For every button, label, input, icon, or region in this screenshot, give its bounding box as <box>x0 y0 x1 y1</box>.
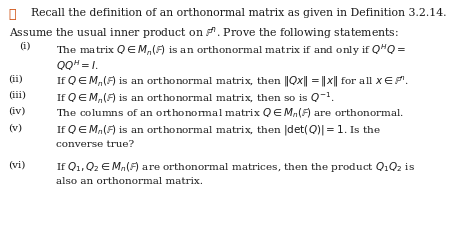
Text: If $Q \in M_n(\mathbb{F})$ is an orthonormal matrix, then $\|Qx\| = \|x\|$ for a: If $Q \in M_n(\mathbb{F})$ is an orthono… <box>56 74 409 88</box>
Text: Assume the usual inner product on $\mathbb{F}^n$. Prove the following statements: Assume the usual inner product on $\math… <box>9 25 399 41</box>
Text: (ii): (ii) <box>9 74 23 83</box>
Text: Recall the definition of an orthonormal matrix as given in Definition 3.2.14.: Recall the definition of an orthonormal … <box>31 8 447 18</box>
Text: also an orthonormal matrix.: also an orthonormal matrix. <box>56 176 203 185</box>
Text: (v): (v) <box>9 123 23 132</box>
Text: (vi): (vi) <box>9 159 26 168</box>
Text: The columns of an orthonormal matrix $Q \in M_n(\mathbb{F})$ are orthonormal.: The columns of an orthonormal matrix $Q … <box>56 106 404 120</box>
Text: $QQ^H = I$.: $QQ^H = I$. <box>56 58 99 73</box>
Text: (iv): (iv) <box>9 106 26 115</box>
Text: (iii): (iii) <box>9 90 27 99</box>
Text: If $Q \in M_n(\mathbb{F})$ is an orthonormal matrix, then $|\det(Q)| = 1$. Is th: If $Q \in M_n(\mathbb{F})$ is an orthono… <box>56 123 381 137</box>
Text: The matrix $Q \in M_n(\mathbb{F})$ is an orthonormal matrix if and only if $Q^HQ: The matrix $Q \in M_n(\mathbb{F})$ is an… <box>56 42 406 57</box>
Text: ⚠: ⚠ <box>9 8 16 21</box>
Text: converse true?: converse true? <box>56 140 134 149</box>
Text: If $Q_1, Q_2 \in M_n(\mathbb{F})$ are orthonormal matrices, then the product $Q_: If $Q_1, Q_2 \in M_n(\mathbb{F})$ are or… <box>56 159 415 173</box>
Text: (i): (i) <box>19 42 30 51</box>
Text: If $Q \in M_n(\mathbb{F})$ is an orthonormal matrix, then so is $Q^{-1}$.: If $Q \in M_n(\mathbb{F})$ is an orthono… <box>56 90 335 105</box>
